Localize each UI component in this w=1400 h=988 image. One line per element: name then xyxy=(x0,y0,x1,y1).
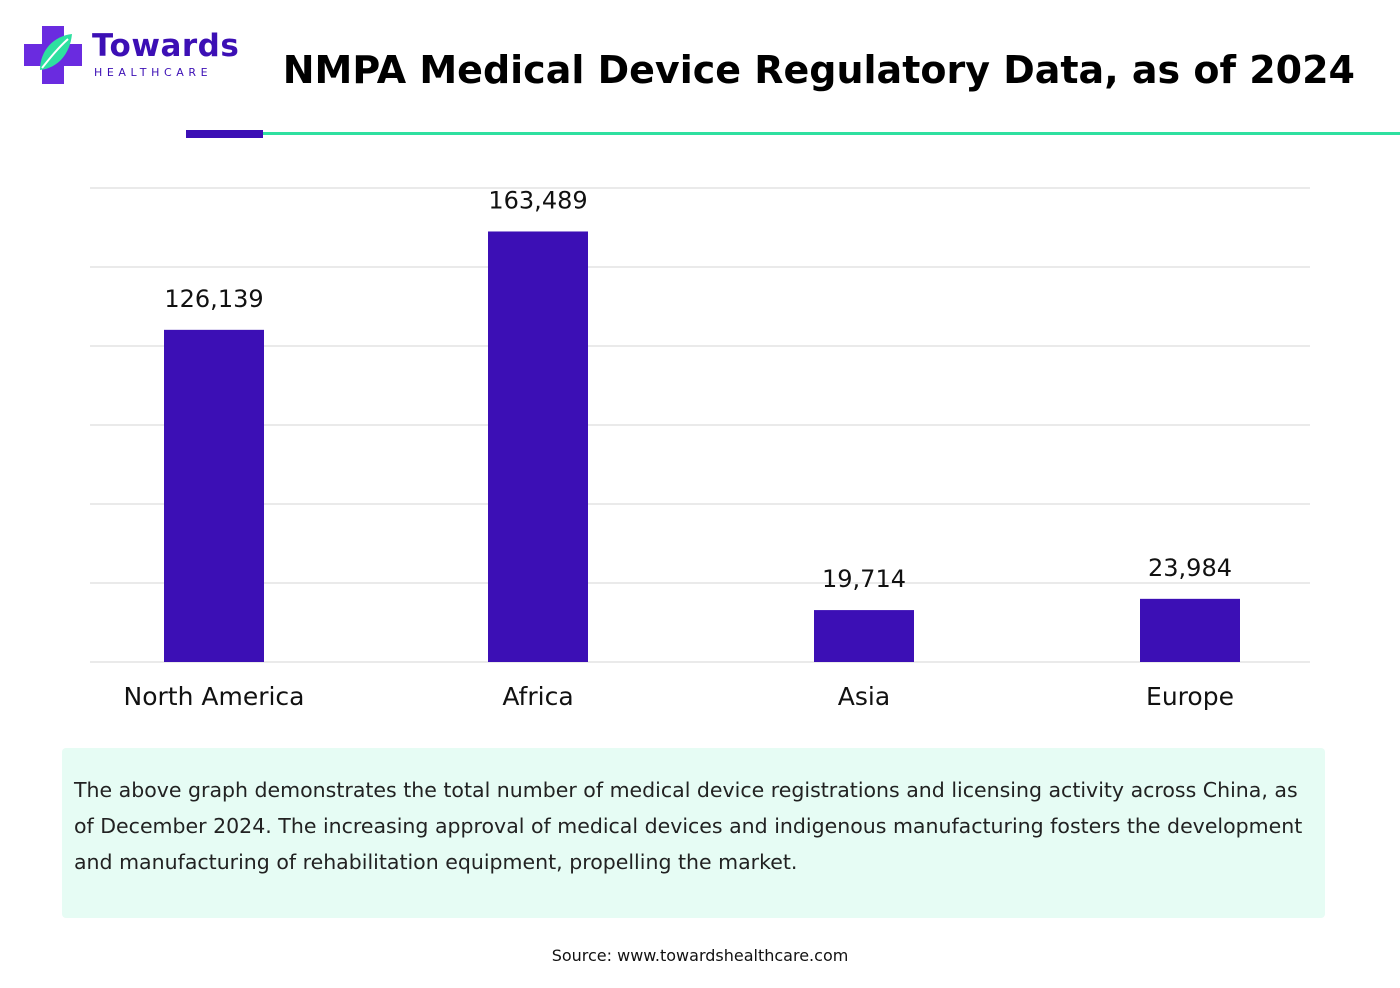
brand-name: Towards xyxy=(92,28,240,64)
description-box: The above graph demonstrates the total n… xyxy=(62,748,1325,918)
bars xyxy=(164,231,1240,662)
category-label-north-america: North America xyxy=(124,682,305,711)
brand-logo: Towards HEALTHCARE xyxy=(22,24,242,88)
bar-value-label-north-america: 126,139 xyxy=(164,285,263,313)
bar-chart: 126,139 163,489 19,714 23,984 North America… xyxy=(90,186,1310,711)
bar-europe xyxy=(1140,598,1240,662)
category-label-europe: Europe xyxy=(1146,682,1234,711)
bar-value-label-europe: 23,984 xyxy=(1148,554,1232,582)
bar-north-america xyxy=(164,329,264,662)
category-labels: North America Africa Asia Europe xyxy=(124,682,1234,711)
title-underline xyxy=(263,132,1400,135)
bar-asia xyxy=(814,610,914,662)
category-label-africa: Africa xyxy=(502,682,573,711)
medical-cross-leaf-icon xyxy=(24,26,82,84)
bar-value-label-asia: 19,714 xyxy=(822,565,906,593)
brand-subtitle: HEALTHCARE xyxy=(94,66,213,79)
page-title: NMPA Medical Device Regulatory Data, as … xyxy=(282,48,1355,92)
gridlines xyxy=(90,187,1310,663)
bar-value-labels: 126,139 163,489 19,714 23,984 xyxy=(164,186,1232,593)
description-text: The above graph demonstrates the total n… xyxy=(74,778,1303,874)
title-underline-accent xyxy=(186,130,263,138)
bar-africa xyxy=(488,231,588,662)
category-label-asia: Asia xyxy=(838,682,890,711)
bar-value-label-africa: 163,489 xyxy=(488,186,587,214)
source-note: Source: www.towardshealthcare.com xyxy=(551,946,849,965)
